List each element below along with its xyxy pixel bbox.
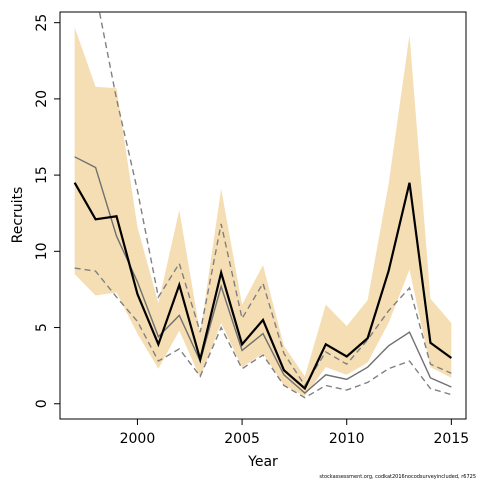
x-axis-label: Year: [247, 454, 278, 470]
series-line: [73, 182, 452, 391]
x-tick-label: 2010: [329, 431, 365, 447]
y-tick-label: 5: [34, 323, 50, 332]
y-tick-label: 10: [34, 242, 50, 260]
series-line: [74, 156, 452, 395]
series-line: [74, 267, 452, 399]
plot-frame: [59, 11, 467, 420]
y-tick-label: 15: [34, 166, 50, 184]
confidence-band: [74, 27, 452, 397]
y-tick-label: 25: [34, 14, 50, 32]
footnote: stockassessment.org, codkat2016nocodsurv…: [319, 474, 476, 480]
x-tick-label: 2000: [120, 431, 156, 447]
x-tick-label: 2015: [434, 431, 470, 447]
series-line: [98, 12, 452, 387]
plot-area: [73, 12, 452, 399]
y-axis-label: Recruits: [10, 187, 26, 244]
y-tick-label: 20: [34, 90, 50, 108]
x-tick-label: 2005: [224, 431, 260, 447]
y-tick-label: 0: [34, 399, 50, 408]
